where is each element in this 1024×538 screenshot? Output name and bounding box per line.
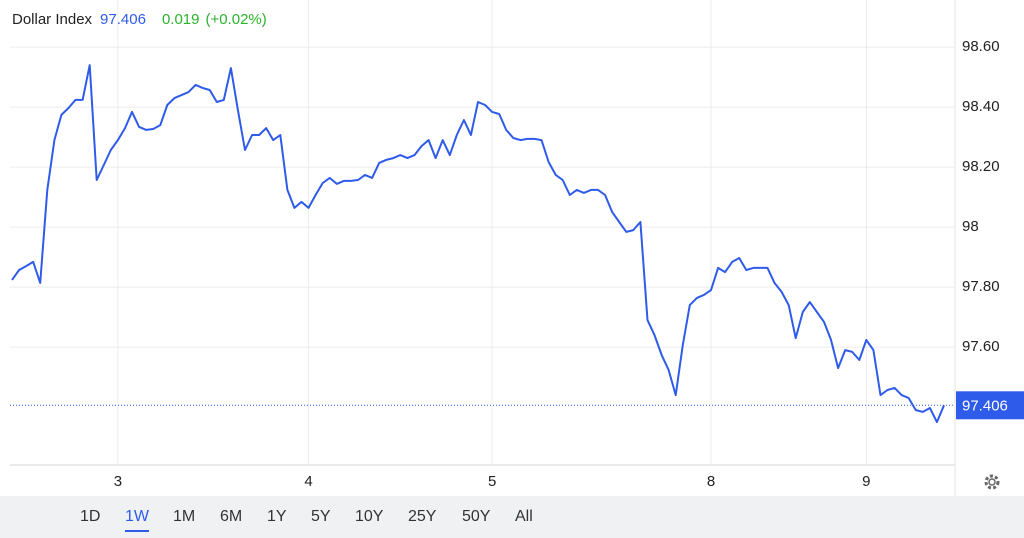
range-button[interactable]: 10Y <box>355 508 384 525</box>
change-percent: (+0.02%) <box>205 11 267 28</box>
range-button[interactable]: 6M <box>220 508 243 525</box>
y-tick-label: 98.40 <box>962 98 1000 115</box>
range-button[interactable]: 5Y <box>311 508 331 525</box>
x-tick-label: 8 <box>707 473 715 490</box>
range-button[interactable]: All <box>515 508 533 525</box>
settings-icon[interactable] <box>984 474 1000 490</box>
change: 0.019 <box>161 11 200 28</box>
last-price: 97.406 <box>100 11 146 28</box>
x-tick-label: 3 <box>114 473 122 490</box>
grid <box>10 0 955 465</box>
range-button[interactable]: 1M <box>173 508 196 525</box>
last-price-box <box>956 391 1024 420</box>
header: Dollar Index 97.406 0.019 (+0.02%) <box>12 11 275 28</box>
x-tick-label: 9 <box>862 473 870 490</box>
range-button[interactable]: 50Y <box>462 508 491 525</box>
x-tick-label: 4 <box>304 473 312 490</box>
range-bar: 1D 1W 1M 6M 1Y 5Y 10Y 25Y 50Y All <box>0 496 1024 538</box>
y-tick-label: 98 <box>962 218 979 235</box>
y-tick-label: 97.80 <box>962 278 1000 295</box>
y-tick-label: 97.60 <box>962 338 1000 355</box>
last-price-label: 97.406 <box>962 397 1008 414</box>
y-tick-label: 98.20 <box>962 158 1000 175</box>
x-tick-label: 5 <box>488 473 496 490</box>
title: Dollar Index <box>12 11 93 28</box>
price-line <box>11 64 945 424</box>
y-tick-label: 98.60 <box>962 38 1000 55</box>
range-button[interactable]: 25Y <box>408 508 437 525</box>
range-button[interactable]: 1D <box>80 508 101 525</box>
range-button[interactable]: 1Y <box>267 508 287 525</box>
range-button[interactable]: 1W <box>125 508 149 532</box>
chart: 97.60 97.80 98 98.20 98.40 98.60 3 4 5 8 9 97.406 <box>10 0 1024 496</box>
